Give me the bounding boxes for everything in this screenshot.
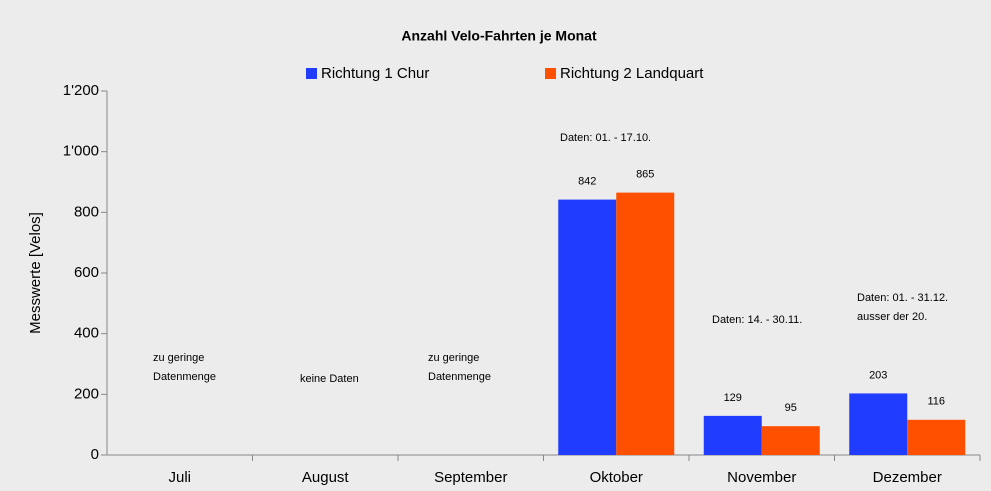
y-tick-label: 1'200 bbox=[63, 82, 99, 99]
legend-swatch bbox=[545, 68, 556, 79]
legend-label: Richtung 2 Landquart bbox=[560, 65, 704, 82]
x-tick-label: September bbox=[434, 469, 507, 486]
x-tick-label: Juli bbox=[168, 469, 191, 486]
annotation: Daten: 14. - 30.11. bbox=[712, 314, 802, 326]
annotation: Datenmenge bbox=[153, 371, 216, 383]
value-label: 129 bbox=[724, 392, 742, 404]
value-label: 116 bbox=[927, 396, 945, 408]
bar bbox=[761, 426, 820, 455]
annotation: Datenmenge bbox=[428, 371, 491, 383]
legend-swatch bbox=[306, 68, 317, 79]
annotation: keine Daten bbox=[300, 373, 359, 385]
annotation: Daten: 01. - 31.12. bbox=[857, 292, 948, 304]
annotation: zu geringe bbox=[428, 352, 479, 364]
value-label: 95 bbox=[785, 402, 797, 414]
x-tick-label: Oktober bbox=[590, 469, 643, 486]
chart-title: Anzahl Velo-Fahrten je Monat bbox=[401, 28, 597, 44]
bar bbox=[703, 415, 762, 455]
value-label: 203 bbox=[869, 369, 887, 381]
legend-label: Richtung 1 Chur bbox=[321, 65, 429, 82]
y-tick-label: 1'000 bbox=[63, 143, 99, 160]
x-tick-label: August bbox=[302, 469, 350, 486]
y-tick-label: 600 bbox=[74, 264, 99, 281]
bar bbox=[907, 419, 966, 455]
x-tick-label: November bbox=[727, 469, 796, 486]
annotation: Daten: 01. - 17.10. bbox=[560, 132, 651, 144]
y-tick-label: 800 bbox=[74, 203, 99, 220]
annotation: ausser der 20. bbox=[857, 311, 927, 323]
annotation: zu geringe bbox=[153, 352, 204, 364]
value-label: 842 bbox=[578, 175, 596, 187]
x-tick-label: Dezember bbox=[873, 469, 942, 486]
y-tick-label: 400 bbox=[74, 325, 99, 342]
bar bbox=[616, 192, 675, 455]
y-tick-label: 0 bbox=[91, 446, 99, 463]
bar bbox=[558, 199, 617, 455]
bar bbox=[849, 393, 908, 455]
y-axis-label: Messwerte [Velos] bbox=[27, 212, 44, 334]
value-label: 865 bbox=[636, 169, 654, 181]
y-tick-label: 200 bbox=[74, 385, 99, 402]
